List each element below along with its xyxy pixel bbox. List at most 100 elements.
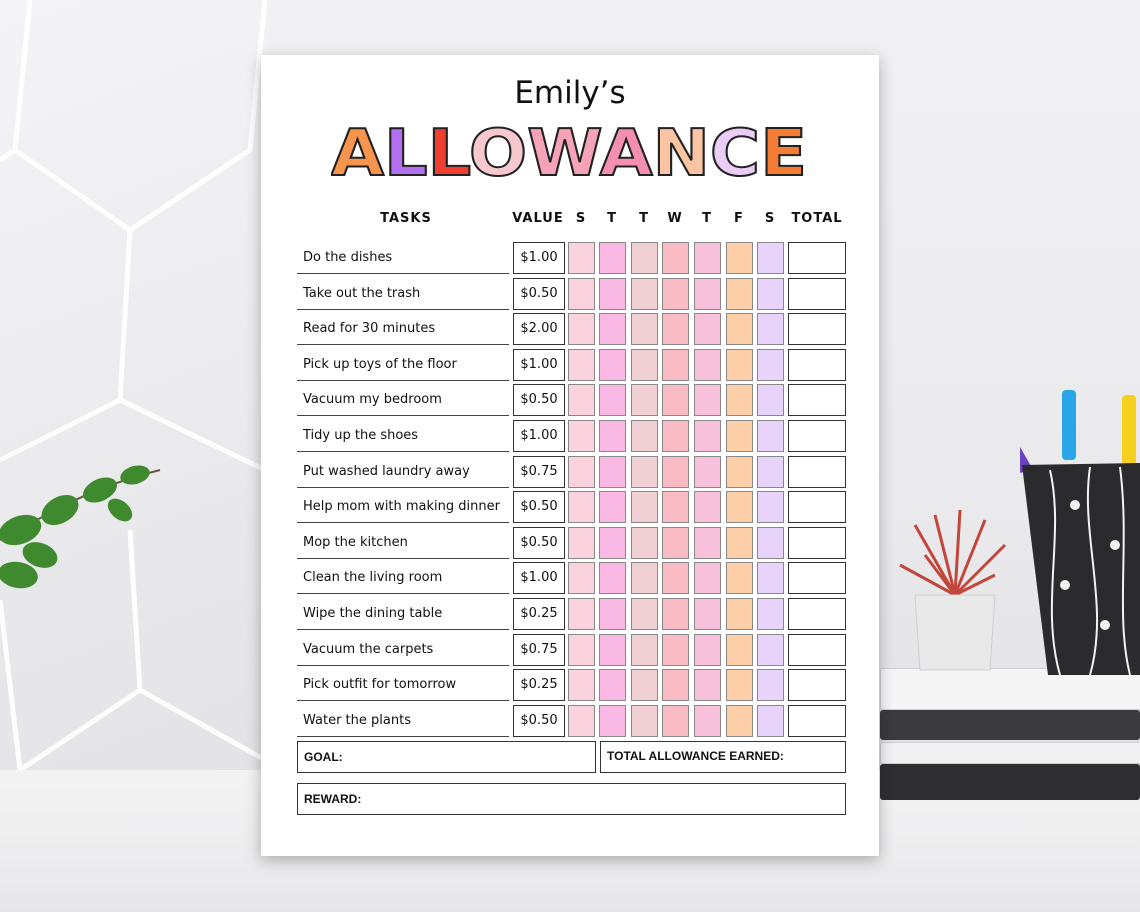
row-total-box[interactable] [788,384,846,417]
day-checkbox-3[interactable] [662,384,689,417]
day-checkbox-2[interactable] [631,277,658,310]
day-checkbox-2[interactable] [631,384,658,417]
day-checkbox-4[interactable] [694,277,721,310]
day-checkbox-5[interactable] [726,704,753,737]
day-checkbox-6[interactable] [757,491,784,524]
day-checkbox-1[interactable] [599,633,626,666]
day-checkbox-4[interactable] [694,384,721,417]
day-checkbox-5[interactable] [726,384,753,417]
day-checkbox-6[interactable] [757,455,784,488]
row-total-box[interactable] [788,455,846,488]
day-checkbox-0[interactable] [568,348,595,381]
day-checkbox-5[interactable] [726,242,753,274]
row-total-box[interactable] [788,491,846,524]
day-checkbox-1[interactable] [599,704,626,737]
day-checkbox-3[interactable] [662,704,689,737]
day-checkbox-6[interactable] [757,313,784,346]
day-checkbox-2[interactable] [631,526,658,559]
day-checkbox-0[interactable] [568,669,595,702]
day-checkbox-0[interactable] [568,384,595,417]
day-checkbox-2[interactable] [631,491,658,524]
day-checkbox-1[interactable] [599,277,626,310]
day-checkbox-6[interactable] [757,562,784,595]
day-checkbox-3[interactable] [662,242,689,274]
day-checkbox-4[interactable] [694,491,721,524]
row-total-box[interactable] [788,277,846,310]
day-checkbox-1[interactable] [599,384,626,417]
day-checkbox-6[interactable] [757,704,784,737]
day-checkbox-1[interactable] [599,669,626,702]
day-checkbox-4[interactable] [694,598,721,630]
row-total-box[interactable] [788,669,846,702]
day-checkbox-1[interactable] [599,455,626,488]
day-checkbox-6[interactable] [757,633,784,666]
day-checkbox-0[interactable] [568,455,595,488]
day-checkbox-3[interactable] [662,669,689,702]
goal-box[interactable]: GOAL: [297,741,596,773]
day-checkbox-2[interactable] [631,242,658,274]
day-checkbox-2[interactable] [631,669,658,702]
row-total-box[interactable] [788,526,846,559]
day-checkbox-0[interactable] [568,598,595,630]
day-checkbox-0[interactable] [568,633,595,666]
row-total-box[interactable] [788,598,846,630]
day-checkbox-3[interactable] [662,633,689,666]
day-checkbox-3[interactable] [662,562,689,595]
day-checkbox-1[interactable] [599,491,626,524]
row-total-box[interactable] [788,313,846,346]
day-checkbox-6[interactable] [757,669,784,702]
day-checkbox-3[interactable] [662,420,689,452]
day-checkbox-2[interactable] [631,348,658,381]
day-checkbox-5[interactable] [726,526,753,559]
day-checkbox-2[interactable] [631,704,658,737]
day-checkbox-1[interactable] [599,562,626,595]
day-checkbox-1[interactable] [599,420,626,452]
day-checkbox-4[interactable] [694,455,721,488]
day-checkbox-0[interactable] [568,491,595,524]
day-checkbox-4[interactable] [694,704,721,737]
day-checkbox-0[interactable] [568,242,595,274]
day-checkbox-6[interactable] [757,420,784,452]
day-checkbox-3[interactable] [662,277,689,310]
day-checkbox-5[interactable] [726,420,753,452]
day-checkbox-0[interactable] [568,526,595,559]
day-checkbox-0[interactable] [568,277,595,310]
day-checkbox-0[interactable] [568,562,595,595]
day-checkbox-1[interactable] [599,598,626,630]
row-total-box[interactable] [788,348,846,381]
day-checkbox-3[interactable] [662,526,689,559]
day-checkbox-1[interactable] [599,313,626,346]
day-checkbox-6[interactable] [757,348,784,381]
day-checkbox-4[interactable] [694,242,721,274]
day-checkbox-2[interactable] [631,562,658,595]
day-checkbox-1[interactable] [599,348,626,381]
day-checkbox-3[interactable] [662,491,689,524]
day-checkbox-0[interactable] [568,313,595,346]
day-checkbox-5[interactable] [726,669,753,702]
day-checkbox-4[interactable] [694,669,721,702]
reward-box[interactable]: REWARD: [297,783,846,815]
day-checkbox-0[interactable] [568,420,595,452]
row-total-box[interactable] [788,704,846,737]
day-checkbox-3[interactable] [662,598,689,630]
day-checkbox-5[interactable] [726,562,753,595]
day-checkbox-6[interactable] [757,242,784,274]
row-total-box[interactable] [788,633,846,666]
day-checkbox-4[interactable] [694,313,721,346]
total-allowance-earned-box[interactable]: TOTAL ALLOWANCE EARNED: [600,741,846,773]
day-checkbox-4[interactable] [694,526,721,559]
day-checkbox-2[interactable] [631,633,658,666]
day-checkbox-6[interactable] [757,277,784,310]
day-checkbox-1[interactable] [599,242,626,274]
day-checkbox-5[interactable] [726,491,753,524]
day-checkbox-6[interactable] [757,598,784,630]
day-checkbox-3[interactable] [662,455,689,488]
row-total-box[interactable] [788,420,846,452]
day-checkbox-0[interactable] [568,704,595,737]
day-checkbox-1[interactable] [599,526,626,559]
day-checkbox-5[interactable] [726,313,753,346]
day-checkbox-3[interactable] [662,348,689,381]
day-checkbox-6[interactable] [757,384,784,417]
day-checkbox-2[interactable] [631,313,658,346]
day-checkbox-5[interactable] [726,633,753,666]
